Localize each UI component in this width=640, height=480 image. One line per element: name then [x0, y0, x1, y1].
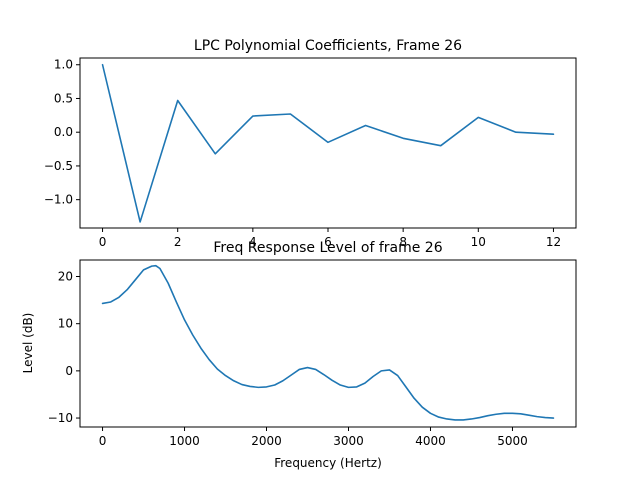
x-tick-label: 0: [99, 434, 107, 448]
subplot-frequency-response: Freq Response Level of frame 26 0 1000 200…: [21, 240, 577, 470]
y-tick-label: 10: [58, 317, 73, 331]
subplot-title: LPC Polynomial Coefficients, Frame 26: [194, 38, 462, 54]
x-tick-label: 5000: [497, 434, 528, 448]
frequency-response-line: [101, 264, 555, 421]
x-ticks: 0 2 4 6 8 10 12: [99, 228, 561, 249]
x-tick-label: 1000: [169, 434, 200, 448]
x-ticks: 0 1000 2000 3000 4000 5000: [99, 427, 528, 448]
x-tick-label: 8: [399, 235, 407, 249]
subplot-title: Freq Response Level of frame 26: [213, 240, 442, 256]
y-tick-label: −1.0: [44, 193, 73, 207]
x-tick-label: 4: [249, 235, 257, 249]
x-tick-label: 0: [99, 235, 107, 249]
y-tick-label: 1.0: [54, 58, 73, 72]
subplot-lpc-coefficients: LPC Polynomial Coefficients, Frame 26 0 2…: [44, 38, 577, 249]
y-ticks: 20 10 0 −10: [48, 270, 80, 425]
x-tick-label: 2000: [251, 434, 282, 448]
y-tick-label: 20: [58, 270, 73, 284]
x-tick-label: 4000: [415, 434, 446, 448]
axes-frame: [79, 57, 577, 229]
y-ticks: 1.0 0.5 0.0 −0.5 −1.0: [44, 58, 80, 207]
y-axis-label: Level (dB): [21, 313, 35, 374]
x-tick-label: 12: [546, 235, 561, 249]
axes-frame: [79, 259, 577, 428]
y-tick-label: −0.5: [44, 159, 73, 173]
x-tick-label: 3000: [333, 434, 364, 448]
y-tick-label: −10: [48, 411, 73, 425]
x-tick-label: 10: [471, 235, 486, 249]
x-tick-label: 6: [324, 235, 332, 249]
y-tick-label: 0.5: [54, 91, 73, 105]
y-tick-label: 0.0: [54, 125, 73, 139]
x-tick-label: 2: [174, 235, 182, 249]
lpc-coefficient-line: [101, 63, 555, 223]
y-tick-label: 0: [65, 364, 73, 378]
x-axis-label: Frequency (Hertz): [274, 456, 382, 470]
